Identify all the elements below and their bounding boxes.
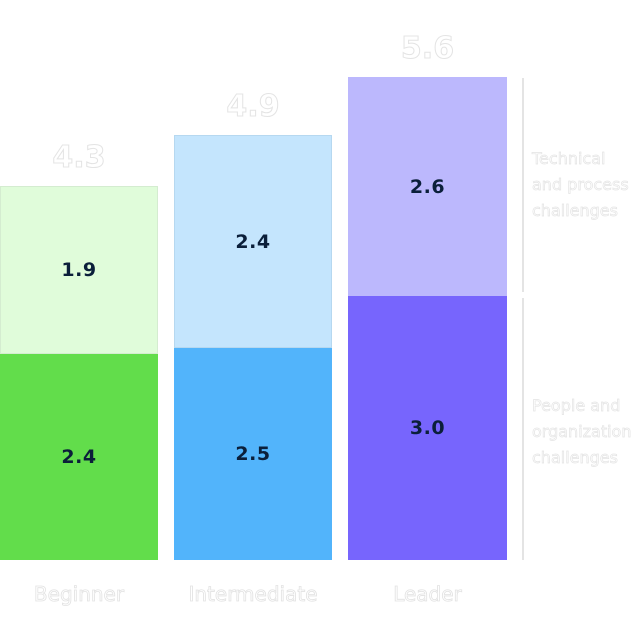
- total-label-leader: 5.6: [400, 31, 455, 67]
- category-label-intermediate: Intermediate: [188, 582, 318, 607]
- category-label-beginner: Beginner: [33, 582, 125, 607]
- total-label-beginner: 4.3: [52, 140, 106, 176]
- value-label: 3.0: [409, 417, 446, 439]
- bar-beginner-people: 2.4: [0, 354, 158, 560]
- legend-divider-technical: [522, 78, 524, 292]
- value-label: 2.4: [235, 230, 271, 253]
- category-label-leader: Leader: [393, 582, 462, 607]
- bar-intermediate-people: 2.5: [174, 348, 332, 560]
- legend-technical: Technical and process challenges: [532, 149, 629, 221]
- total-label-intermediate: 4.9: [226, 89, 280, 125]
- bar-leader-people: 3.0: [348, 296, 507, 560]
- value-label: 2.6: [409, 175, 446, 198]
- value-label: 2.4: [61, 446, 97, 468]
- bar-beginner-technical: 1.9: [0, 186, 158, 354]
- legend-people: People and organization challenges: [532, 396, 632, 468]
- bar-intermediate-technical: 2.4: [174, 135, 332, 348]
- value-label: 1.9: [61, 259, 97, 281]
- legend-divider-people: [522, 298, 524, 560]
- value-label: 2.5: [235, 443, 271, 465]
- bar-leader-technical: 2.6: [348, 77, 507, 296]
